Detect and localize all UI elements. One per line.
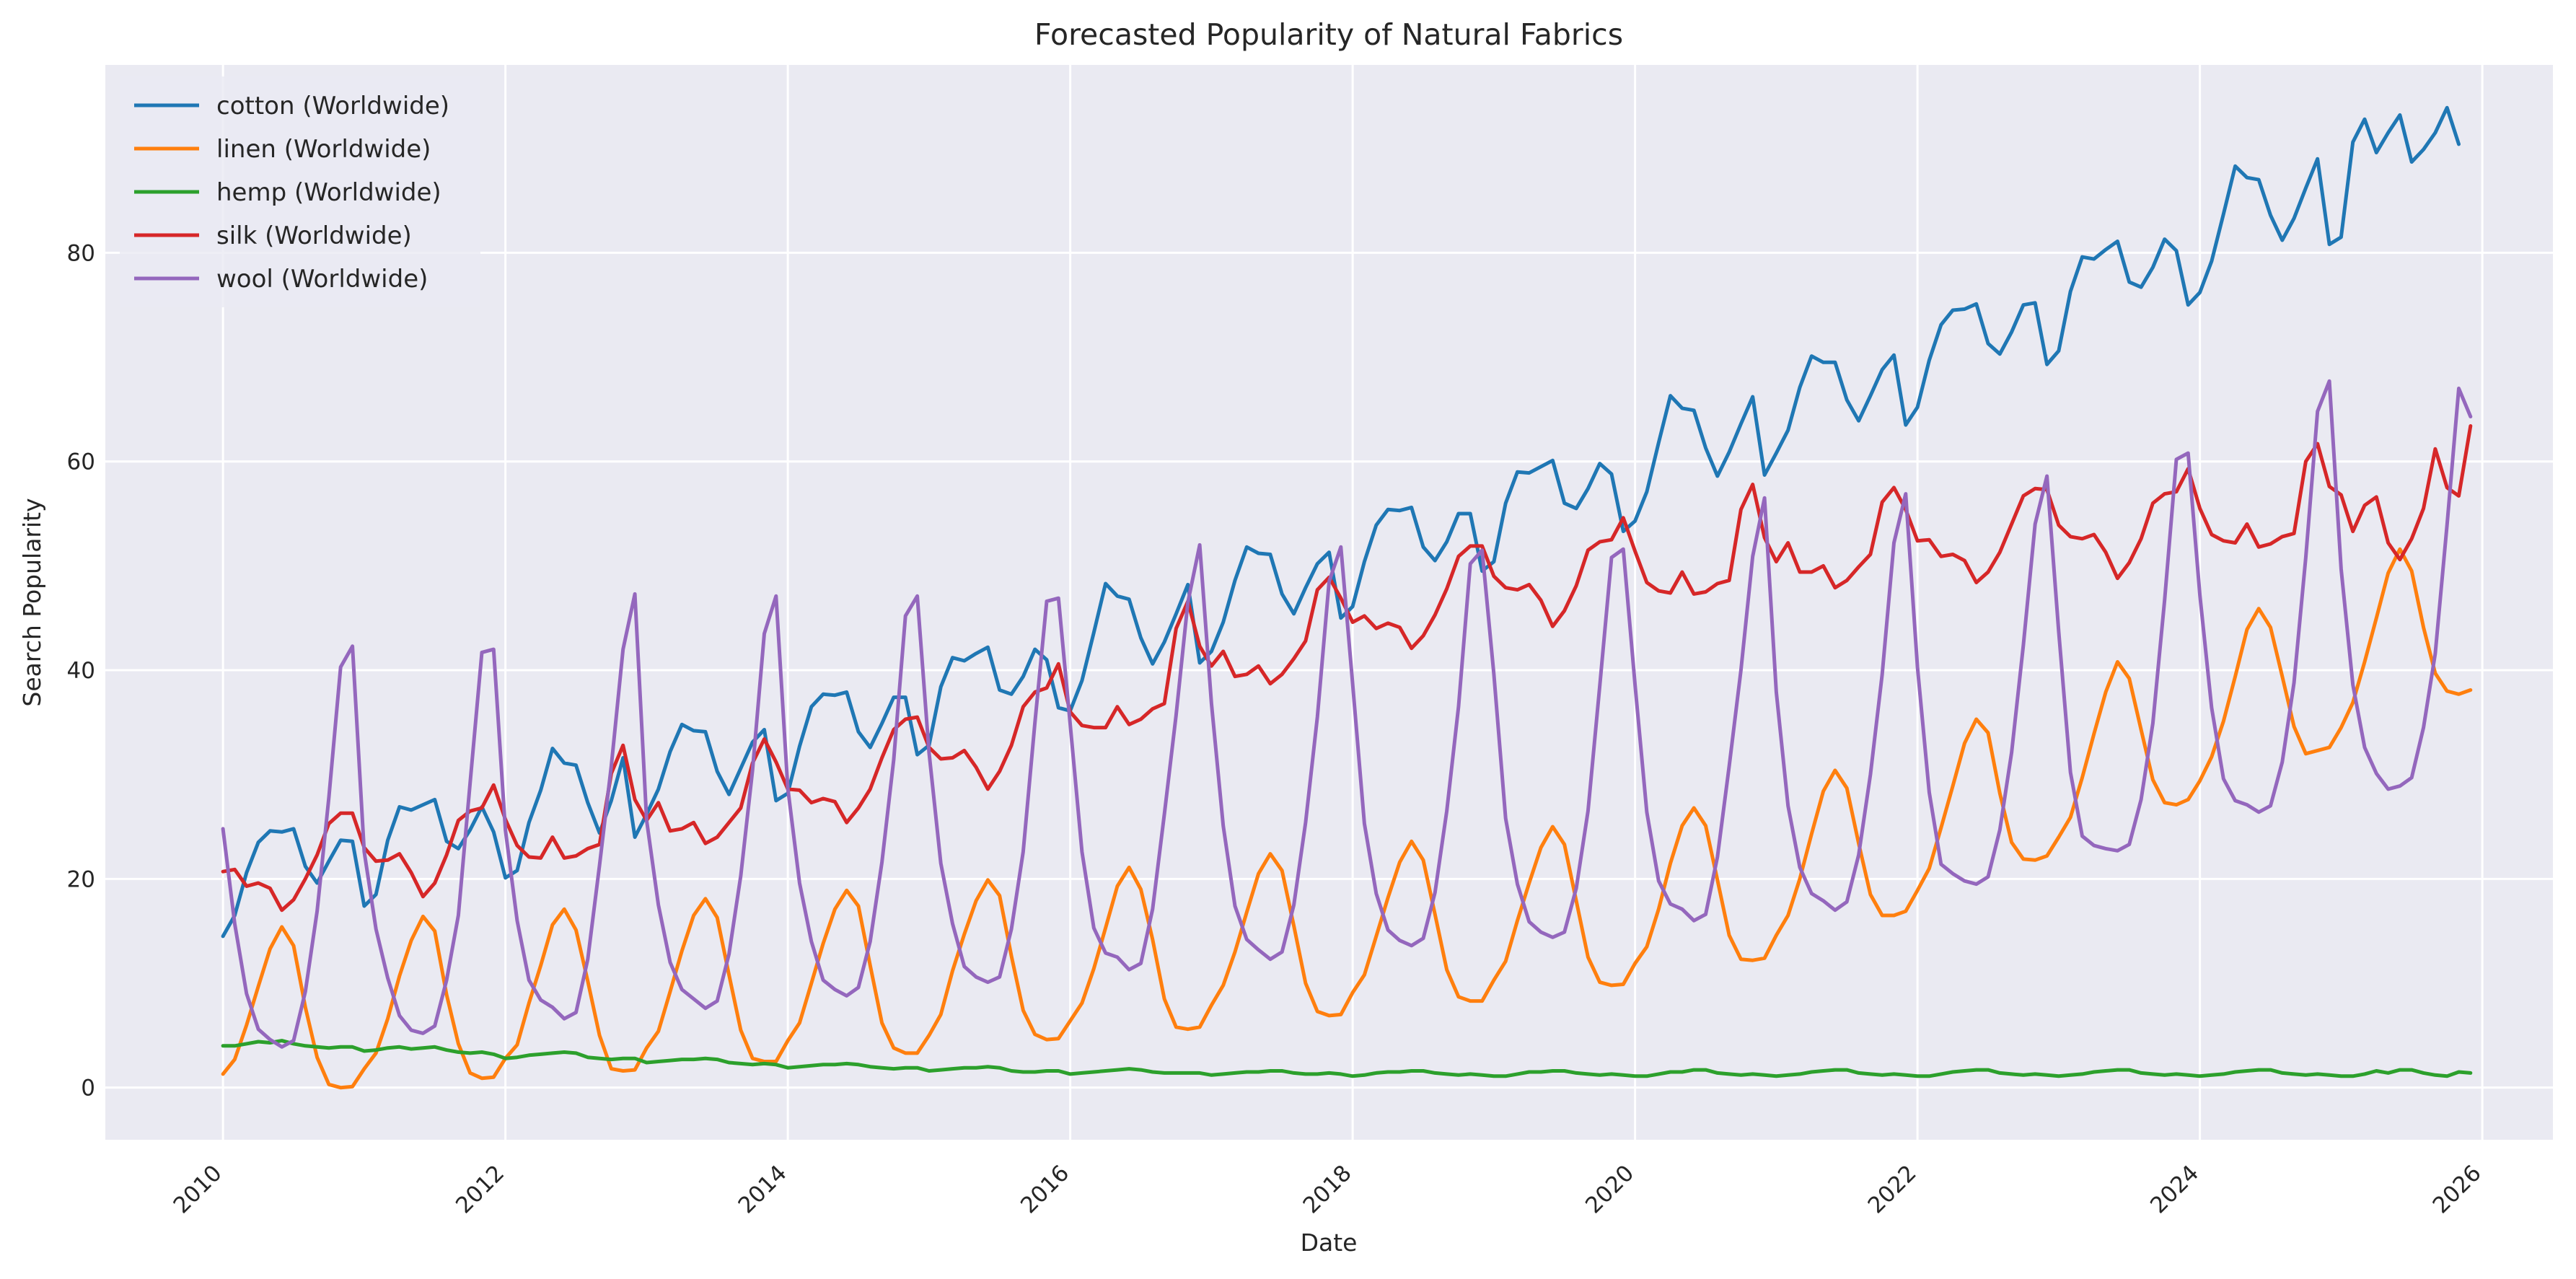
x-tick-label: 2012 — [451, 1160, 509, 1218]
series-lines — [221, 105, 2473, 1090]
x-tick-label: 2014 — [734, 1160, 792, 1218]
x-tick-label: 2016 — [1016, 1160, 1074, 1218]
x-tick-label: 2026 — [2428, 1160, 2487, 1218]
series-line — [221, 105, 2461, 939]
legend-label: wool (Worldwide) — [216, 265, 428, 294]
x-tick-label: 2024 — [2145, 1160, 2204, 1218]
x-tick-label: 2010 — [169, 1160, 227, 1218]
legend-entry: wool (Worldwide) — [134, 265, 428, 294]
legend-label: linen (Worldwide) — [216, 135, 431, 164]
x-axis-label: Date — [1301, 1229, 1358, 1257]
x-tick-label: 2018 — [1298, 1160, 1357, 1218]
legend-entry: linen (Worldwide) — [134, 135, 431, 164]
y-tick-label: 80 — [67, 240, 95, 266]
series-line — [221, 379, 2473, 1049]
x-tick-label: 2022 — [1863, 1160, 1922, 1218]
legend-label: hemp (Worldwide) — [216, 178, 441, 207]
y-tick-label: 20 — [67, 866, 95, 892]
y-tick-label: 40 — [67, 658, 95, 684]
y-axis-label: Search Popularity — [18, 498, 46, 706]
legend-entry: silk (Worldwide) — [134, 221, 412, 250]
series-line — [221, 1039, 2473, 1078]
y-tick-label: 60 — [67, 449, 95, 475]
legend: cotton (Worldwide) linen (Worldwide) hem… — [120, 76, 480, 307]
legend-label: cotton (Worldwide) — [216, 92, 449, 120]
chart-title: Forecasted Popularity of Natural Fabrics — [1034, 17, 1623, 52]
legend-entry: hemp (Worldwide) — [134, 178, 441, 207]
x-tick-label: 2020 — [1581, 1160, 1639, 1218]
series-line — [221, 547, 2473, 1090]
legend-entry: cotton (Worldwide) — [134, 92, 449, 120]
legend-label: silk (Worldwide) — [216, 221, 412, 250]
y-tick-label: 0 — [81, 1076, 95, 1102]
